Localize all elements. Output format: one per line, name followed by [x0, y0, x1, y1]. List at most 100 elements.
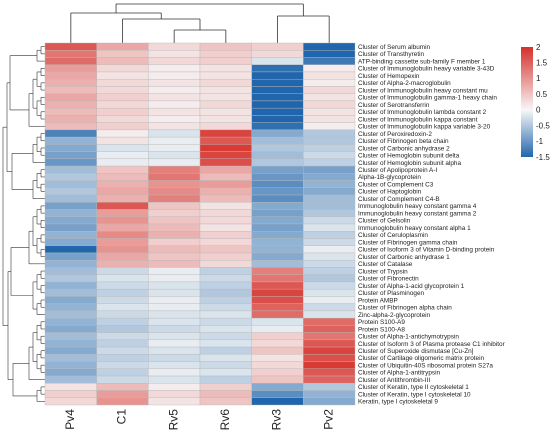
heatmap-cell — [251, 57, 304, 65]
heatmap-cell — [251, 202, 304, 210]
heatmap-cell — [96, 165, 149, 174]
heatmap-cell — [251, 165, 304, 174]
column-label: Pv2 — [321, 409, 335, 430]
heatmap-cell — [199, 93, 252, 102]
heatmap-cell — [303, 346, 356, 355]
heatmap-cell — [96, 93, 149, 102]
row-label: Immunoglobulin heavy constant gamma 2 — [358, 210, 477, 217]
heatmap-cell — [148, 354, 201, 362]
heatmap-cell — [96, 339, 149, 348]
heatmap-cell — [199, 310, 252, 319]
heatmap-cell — [303, 238, 356, 246]
heatmap-cell — [148, 310, 201, 319]
heatmap-cells — [44, 42, 356, 406]
heatmap-cell — [96, 346, 149, 355]
heatmap-cell — [251, 238, 304, 246]
heatmap-cell — [44, 274, 97, 283]
heatmap-cell — [44, 346, 97, 355]
heatmap-cell — [44, 383, 97, 391]
heatmap-cell — [96, 86, 149, 94]
heatmap-cell — [251, 71, 304, 80]
heatmap-cell — [303, 310, 356, 319]
heatmap-cell — [96, 223, 149, 232]
heatmap-cell — [148, 375, 201, 384]
row-label: Cluster of Immunoglobulin heavy constant… — [358, 87, 488, 94]
heatmap-cell — [148, 317, 201, 326]
heatmap-cell — [251, 50, 304, 58]
heatmap-cell — [96, 122, 149, 131]
heatmap-cell — [251, 288, 304, 297]
heatmap-cell — [199, 274, 252, 283]
heatmap-cell — [303, 100, 356, 109]
column-label: Rv3 — [270, 409, 284, 431]
row-label: Cluster of Alpha-1-antichymotrypsin — [358, 334, 459, 341]
column-dendrogram — [70, 3, 330, 43]
heatmap-cell — [96, 238, 149, 246]
heatmap-cell — [251, 64, 304, 73]
heatmap-cell — [303, 71, 356, 80]
heatmap-cell — [148, 216, 201, 225]
heatmap-cell — [199, 238, 252, 246]
heatmap-cell — [303, 267, 356, 275]
heatmap-cell — [251, 281, 304, 290]
heatmap-cell — [148, 180, 201, 188]
heatmap-cell — [96, 129, 149, 138]
heatmap-cell — [251, 310, 304, 319]
heatmap-cell — [148, 173, 201, 181]
heatmap-cell — [199, 231, 252, 239]
heatmap-cell — [148, 339, 201, 348]
heatmap-cell — [148, 42, 201, 51]
heatmap-cell — [148, 346, 201, 355]
heatmap-cell — [44, 42, 97, 51]
heatmap-cell — [96, 383, 149, 391]
legend-tick-label: 2 — [536, 43, 541, 52]
row-label: Cluster of Serotransferrin — [358, 102, 430, 109]
row-label: Cluster of Transthyretin — [358, 51, 425, 58]
heatmap-cell — [148, 78, 201, 87]
heatmap-cell — [96, 115, 149, 123]
heatmap-cell — [251, 78, 304, 87]
heatmap-cell — [251, 173, 304, 181]
row-label: Cluster of Keratin, type II cytoskeletal… — [358, 384, 469, 391]
heatmap-cell — [199, 42, 252, 51]
legend-tick-label: -1.5 — [536, 153, 550, 162]
row-label: Cluster of Immunoglobulin heavy variable… — [358, 66, 495, 73]
heatmap-cell — [251, 42, 304, 51]
heatmap-cell — [44, 281, 97, 290]
heatmap-cell — [96, 64, 149, 73]
legend-tick-label: -1 — [536, 137, 544, 146]
legend-tick-label: 1.5 — [536, 59, 548, 68]
heatmap-cell — [251, 303, 304, 312]
heatmap-cell — [148, 368, 201, 377]
heatmap-cell — [44, 71, 97, 80]
heatmap-cell — [251, 216, 304, 225]
column-labels: Pv4 C1 Rv5 Rv6 Rv3 Pv2 — [63, 409, 335, 431]
heatmap-cell — [303, 209, 356, 217]
heatmap-cell — [148, 158, 201, 167]
heatmap-cell — [44, 397, 97, 406]
row-label: Protein S100-A8 — [358, 326, 405, 333]
heatmap-cell — [148, 303, 201, 312]
heatmap-cell — [199, 332, 252, 341]
row-label: Cluster of Hemoglobin subunit delta — [358, 153, 460, 160]
row-label: Protein AMBP — [358, 297, 398, 304]
heatmap-cell — [148, 252, 201, 261]
heatmap-cell — [303, 317, 356, 326]
heatmap-cell — [303, 216, 356, 225]
heatmap-cell — [199, 194, 252, 203]
heatmap-cell — [148, 187, 201, 196]
heatmap-cell — [199, 202, 252, 210]
heatmap-cell — [199, 390, 252, 398]
heatmap-cell — [303, 260, 356, 268]
heatmap-cell — [44, 231, 97, 239]
heatmap-cell — [148, 64, 201, 73]
heatmap-cell — [44, 64, 97, 73]
heatmap-cell — [44, 136, 97, 145]
heatmap-cell — [148, 115, 201, 123]
heatmap-cell — [199, 303, 252, 312]
heatmap-cell — [251, 390, 304, 398]
heatmap-cell — [199, 129, 252, 138]
heatmap-cell — [303, 50, 356, 58]
row-label: Cluster of Immunoglobulin kappa constant — [358, 116, 478, 123]
row-label: Cluster of Hemopexin — [358, 73, 420, 80]
